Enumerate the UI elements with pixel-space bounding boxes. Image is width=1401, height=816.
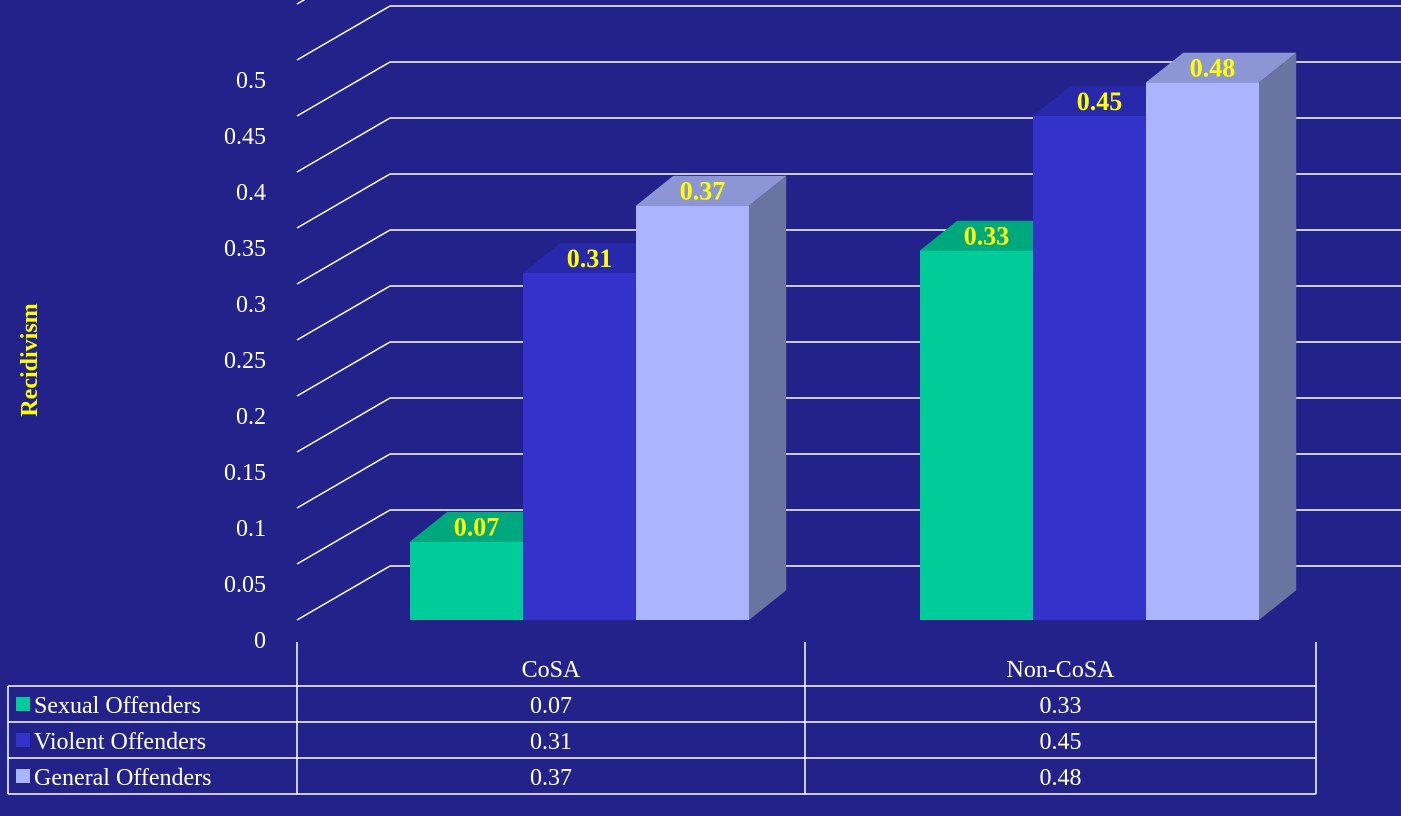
- bars: [410, 52, 1297, 621]
- bar-top: [636, 175, 787, 206]
- table-cell: 0.45: [1040, 729, 1082, 755]
- gridline-diagonal: [296, 565, 391, 621]
- bar-top: [1146, 52, 1297, 83]
- y-tick-label: 0.35: [224, 236, 266, 262]
- y-tick-label: 0.1: [236, 516, 266, 542]
- legend-series-name: General Offenders: [34, 765, 211, 791]
- y-tick-label: 0.3: [236, 292, 266, 318]
- data-label: 0.45: [1077, 87, 1123, 116]
- bar-top: [523, 243, 674, 273]
- y-axis-label: Recidivism: [17, 303, 43, 416]
- y-tick-label: 0.5: [236, 68, 266, 94]
- bar: [1146, 52, 1297, 620]
- legend-swatch: [16, 697, 30, 711]
- table-cell: 0.31: [530, 729, 572, 755]
- legend-series-name: Violent Offenders: [34, 729, 206, 755]
- table-header-label: CoSA: [522, 657, 581, 683]
- table-cell: 0.48: [1040, 765, 1082, 791]
- y-tick-label: 0.45: [224, 124, 266, 150]
- y-tick-labels: 0 0.05 0.1 0.15 0.2 0.25 0.3 0.35 0.4 0.45 0.5: [224, 68, 266, 654]
- y-tick-label: 0.25: [224, 348, 266, 374]
- y-tick-label: 0.4: [236, 180, 266, 206]
- bar-front: [920, 250, 1033, 620]
- gridline-diagonal: [296, 229, 391, 285]
- gridline-diagonal: [296, 453, 391, 509]
- table-cell: 0.37: [530, 765, 572, 791]
- gridline-diagonal: [296, 397, 391, 453]
- gridline-diagonal: [296, 0, 306, 5]
- bar-front: [636, 205, 749, 620]
- bar-side: [1259, 52, 1297, 620]
- bar-front: [1033, 116, 1146, 620]
- gridline-diagonal: [296, 285, 391, 341]
- bar-top: [1033, 86, 1184, 116]
- y-tick-label: 0.2: [236, 404, 266, 430]
- data-table: CoSA Non-CoSA Sexual Offenders 0.07 0.33 Viol…: [7, 642, 1317, 795]
- gridline-diagonal: [296, 173, 391, 229]
- data-labels: 0.07 0.31 0.37 0.33 0.45 0.48: [454, 53, 1236, 541]
- bar: [636, 175, 787, 620]
- bar-front: [523, 272, 636, 620]
- legend-swatch: [16, 769, 30, 783]
- bar-side: [749, 175, 787, 620]
- data-label: 0.31: [567, 244, 613, 273]
- data-label: 0.07: [454, 513, 500, 542]
- y-tick-label: 0: [254, 628, 266, 654]
- legend-series-name: Sexual Offenders: [34, 693, 201, 719]
- bar-front: [410, 541, 523, 620]
- table-header-label: Non-CoSA: [1006, 657, 1115, 683]
- gridline-diagonal: [296, 117, 391, 173]
- data-label: 0.48: [1190, 53, 1236, 82]
- y-tick-label: 0.15: [224, 460, 266, 486]
- table-cell: 0.33: [1040, 693, 1082, 719]
- y-tick-label: 0.05: [224, 572, 266, 598]
- table-cell: 0.07: [530, 693, 572, 719]
- bar-top: [920, 220, 1071, 251]
- bar-front: [1146, 82, 1259, 620]
- data-label: 0.33: [964, 221, 1010, 250]
- data-label: 0.37: [680, 177, 726, 206]
- gridline-diagonal: [296, 61, 391, 117]
- legend-swatch: [16, 733, 30, 747]
- gridline-diagonal: [296, 5, 391, 61]
- gridline-diagonal: [296, 509, 391, 565]
- bar-top: [410, 511, 561, 542]
- gridline-diagonal: [296, 341, 391, 397]
